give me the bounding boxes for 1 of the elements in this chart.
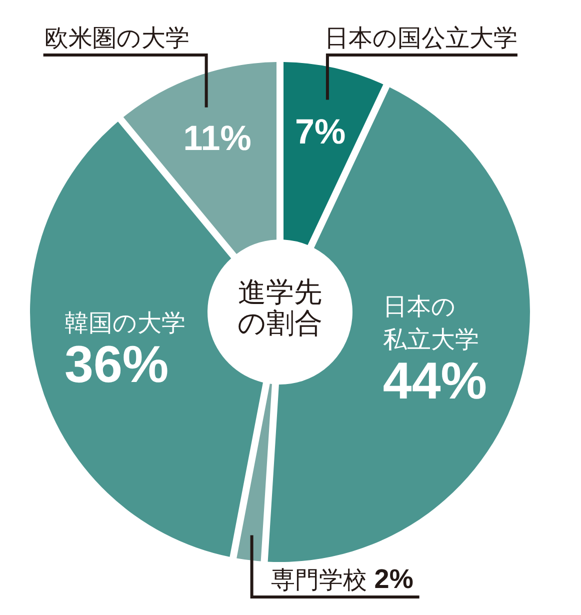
title: 進学先の割合 [238, 276, 322, 338]
